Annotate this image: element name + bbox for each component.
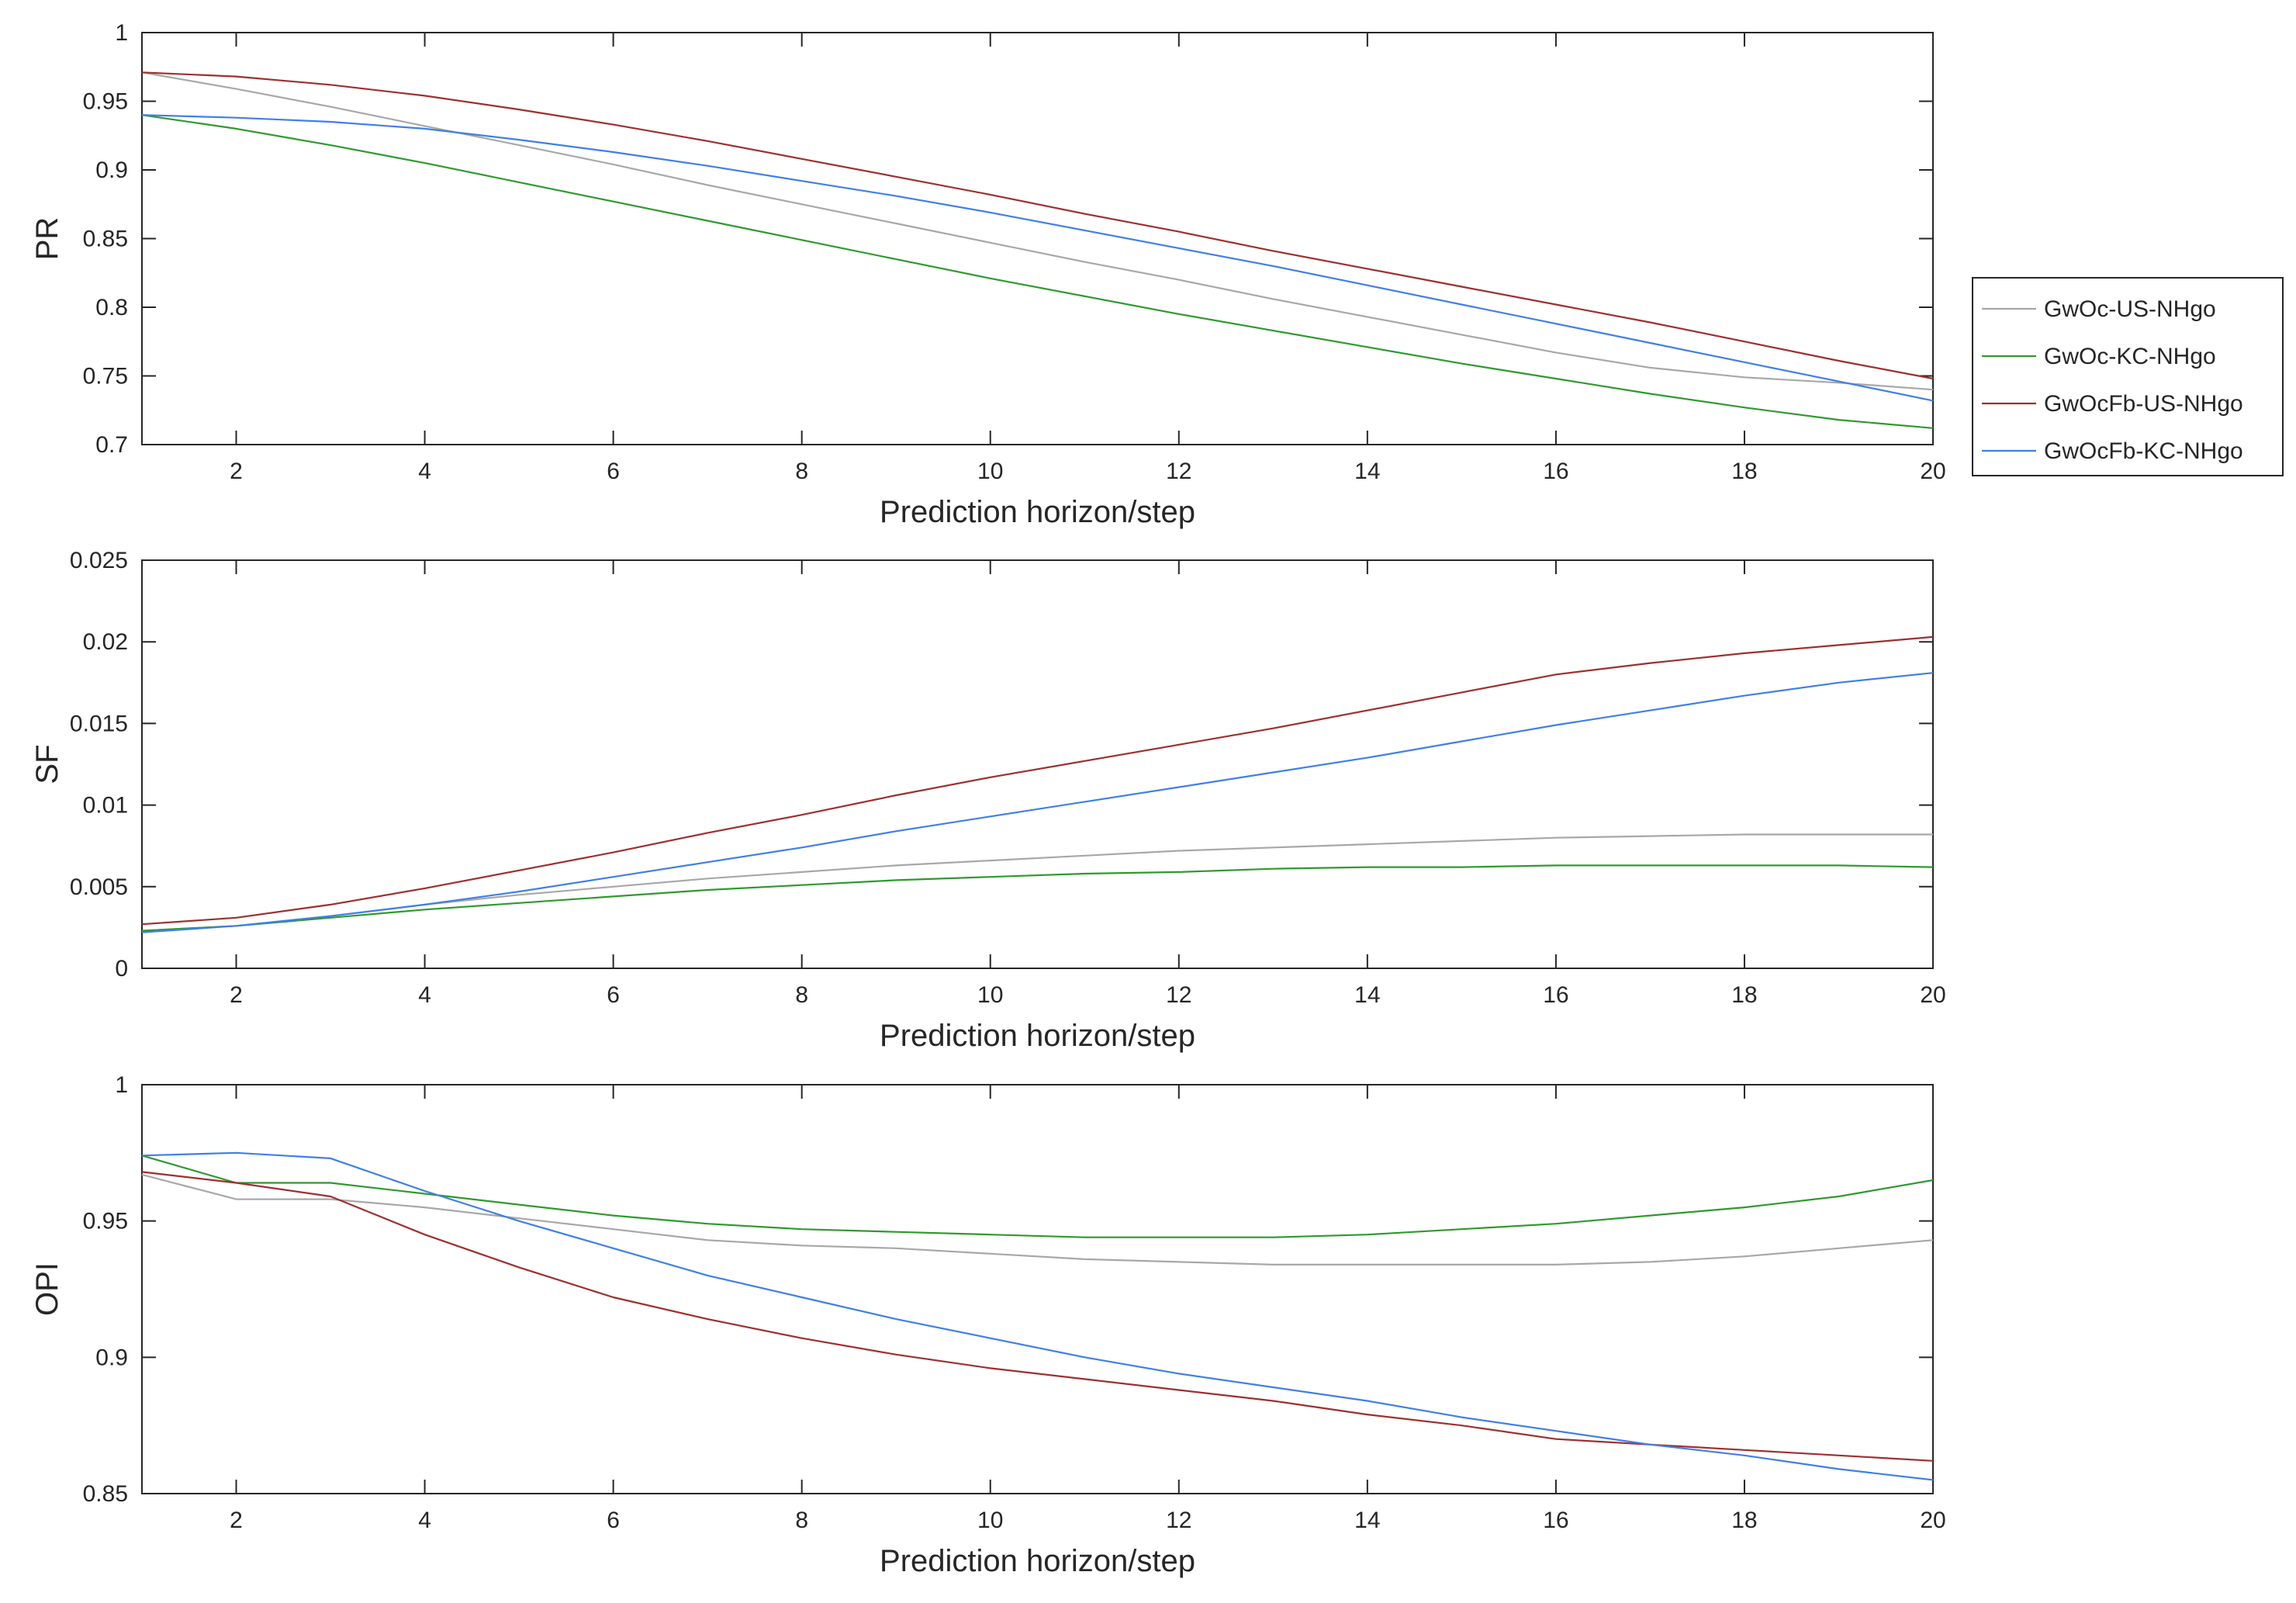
y-axis-title: OPI	[30, 1262, 64, 1316]
series-line-gwocfb-kc-nhgo	[141, 1151, 1934, 1481]
x-tick-label: 2	[230, 459, 243, 484]
x-tick-label: 12	[1166, 459, 1191, 484]
y-tick-label: 0.005	[70, 874, 128, 900]
x-tick-label: 20	[1920, 459, 1945, 484]
legend-label: GwOcFb-US-NHgo	[2044, 391, 2243, 417]
x-tick-label: 6	[607, 1508, 620, 1533]
y-tick-label: 0.75	[83, 364, 128, 389]
y-tick-label: 1	[115, 1072, 128, 1098]
series-line-gwocfb-us-nhgo	[141, 635, 1934, 926]
x-axis-title: Prediction horizon/step	[880, 495, 1195, 529]
x-tick-label: 12	[1166, 1508, 1191, 1533]
y-tick-label: 0.95	[83, 1209, 128, 1234]
legend-item: GwOc-KC-NHgo	[1982, 344, 2216, 369]
legend: GwOc-US-NHgo GwOc-KC-NHgo GwOcFb-US-NHgo Gw…	[1972, 277, 2284, 476]
y-tick-label: 0.85	[83, 227, 128, 252]
y-tick-label: 1	[115, 20, 128, 46]
y-tick-label: 0.02	[83, 629, 128, 655]
x-tick-label: 4	[418, 1508, 431, 1533]
series-line-gwocfb-kc-nhgo	[141, 672, 1934, 933]
y-tick-label: 0.025	[70, 548, 128, 573]
legend-item: GwOcFb-KC-NHgo	[1982, 438, 2243, 464]
subplot-opi: 2 4 6 8 10 12 14 16 18 20 0.85 0.9 0.95 1 Prediction h…	[30, 1072, 1946, 1578]
x-tick-label: 2	[230, 982, 243, 1008]
legend-box	[1972, 277, 2284, 476]
axes-box	[141, 559, 1934, 969]
x-tick-label: 6	[607, 459, 620, 484]
y-tick-label: 0.9	[95, 1345, 128, 1370]
x-tick-label: 14	[1354, 459, 1380, 484]
axes-box	[141, 32, 1934, 445]
x-tick-label: 12	[1166, 982, 1191, 1008]
series-line-gwocfb-kc-nhgo	[141, 114, 1934, 402]
series-line-gwoc-kc-nhgo	[141, 114, 1934, 429]
y-tick-label: 0	[115, 956, 128, 982]
x-tick-label: 18	[1731, 1508, 1757, 1533]
y-axis-title: SF	[30, 744, 64, 784]
subplot-pr: 2 4 6 8 10 12 14 16 18 20 0.7 0.75 0.8 0.85 0.9 0.95 1 Pr…	[30, 20, 1946, 529]
legend-item: GwOc-US-NHgo	[1982, 296, 2216, 322]
x-tick-label: 2	[230, 1508, 243, 1533]
x-tick-label: 14	[1354, 1508, 1380, 1533]
subplots-container: 2 4 6 8 10 12 14 16 18 200.70.750.80.850.90.951Pr…	[30, 20, 1946, 1578]
x-tick-label: 4	[418, 982, 431, 1008]
y-axis-title: PR	[30, 217, 64, 261]
series-line-gwoc-kc-nhgo	[141, 864, 1934, 932]
legend-label: GwOcFb-KC-NHgo	[2044, 438, 2243, 464]
y-tick-label: 0.85	[83, 1481, 128, 1507]
x-tick-label: 16	[1543, 1508, 1568, 1533]
x-tick-label: 8	[795, 982, 808, 1008]
x-tick-label: 4	[418, 459, 431, 484]
x-tick-label: 10	[977, 459, 1003, 484]
x-tick-label: 18	[1731, 982, 1757, 1008]
x-tick-label: 8	[795, 459, 808, 484]
series-line-gwocfb-us-nhgo	[141, 1171, 1934, 1462]
legend-label: GwOc-KC-NHgo	[2044, 344, 2216, 369]
x-axis-title: Prediction horizon/step	[880, 1544, 1195, 1578]
x-tick-label: 14	[1354, 982, 1380, 1008]
x-tick-label: 16	[1543, 982, 1568, 1008]
axes-box	[141, 1084, 1934, 1494]
legend-item: GwOcFb-US-NHgo	[1982, 391, 2243, 417]
x-axis-title: Prediction horizon/step	[880, 1019, 1195, 1053]
series-line-gwocfb-us-nhgo	[141, 71, 1934, 380]
y-tick-label: 0.01	[83, 793, 128, 819]
x-tick-label: 6	[607, 982, 620, 1008]
x-tick-label: 10	[977, 1508, 1003, 1533]
legend-label: GwOc-US-NHgo	[2044, 296, 2216, 322]
subplot-sf: 2 4 6 8 10 12 14 16 18 20 0 0.005 0.01 0.015 0.02 0.025…	[30, 548, 1946, 1053]
x-tick-label: 18	[1731, 459, 1757, 484]
x-tick-label: 20	[1920, 982, 1945, 1008]
x-tick-label: 10	[977, 982, 1003, 1008]
y-tick-label: 0.9	[95, 158, 128, 183]
y-tick-label: 0.8	[95, 295, 128, 320]
x-tick-label: 20	[1920, 1508, 1945, 1533]
x-tick-label: 16	[1543, 459, 1568, 484]
y-tick-label: 0.95	[83, 89, 128, 115]
series-line-gwoc-us-nhgo	[141, 1173, 1934, 1266]
series-line-gwoc-us-nhgo	[141, 71, 1934, 391]
y-tick-label: 0.015	[70, 711, 128, 736]
y-tick-label: 0.7	[95, 432, 128, 458]
x-tick-label: 8	[795, 1508, 808, 1533]
